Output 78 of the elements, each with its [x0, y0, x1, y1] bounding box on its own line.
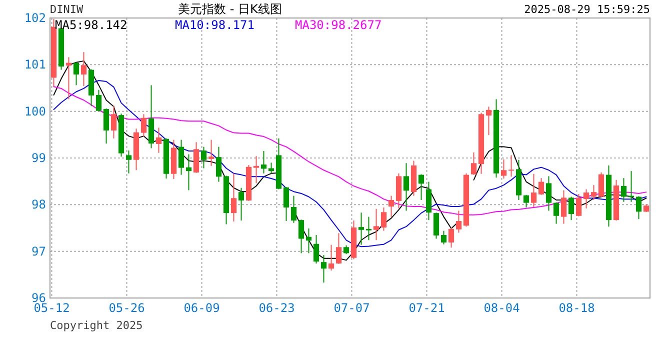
- x-tick-label: 06-09: [184, 301, 220, 315]
- candlestick: [178, 139, 184, 176]
- candlestick: [590, 184, 597, 200]
- candlestick: [358, 212, 364, 246]
- candlestick: [110, 105, 117, 139]
- candlestick: [508, 154, 514, 178]
- candlestick: [388, 195, 394, 218]
- candlestick: [380, 206, 387, 232]
- y-tick-label: 99: [32, 151, 46, 165]
- x-tick-label: 06-23: [258, 301, 295, 315]
- candlestick: [448, 227, 454, 248]
- candlestick: [200, 146, 207, 169]
- candlestick: [208, 139, 214, 166]
- candlestick: [320, 254, 327, 284]
- candlestick: [126, 150, 132, 174]
- candlestick: [96, 89, 102, 112]
- candlestick: [486, 106, 492, 136]
- candlestick: [260, 150, 267, 174]
- candlestick: [456, 210, 462, 234]
- candlestick: [403, 162, 410, 212]
- text: MA5:98.142: [55, 18, 128, 32]
- line-series: [53, 86, 647, 216]
- text: Copyright 2025: [50, 319, 143, 332]
- candlestick: [553, 202, 560, 224]
- text: 2025-08-29 15:59:25: [524, 3, 650, 16]
- candlestick: [373, 208, 380, 241]
- x-tick-label: 05-12: [34, 301, 70, 315]
- candlestick: [336, 232, 342, 264]
- candlestick: [576, 193, 582, 217]
- candlestick: [523, 194, 530, 208]
- y-axis-title: DINIW: [50, 3, 84, 16]
- candlestick: [253, 156, 260, 184]
- candlestick: [313, 234, 320, 264]
- candlestick: [306, 228, 312, 254]
- candlestick: [440, 230, 447, 245]
- candlestick: [283, 186, 290, 222]
- text: MA10:98.171: [175, 18, 254, 32]
- y-tick-label: 100: [24, 104, 46, 118]
- y-tick-label: 97: [32, 244, 46, 258]
- y-tick-label: 102: [24, 11, 46, 25]
- candlestick: [568, 196, 574, 221]
- candlestick: [156, 127, 162, 154]
- candlestick: [470, 152, 477, 176]
- candlestick: [80, 52, 87, 87]
- candlestick: [290, 195, 297, 224]
- x-tick-label: 08-18: [558, 301, 595, 315]
- candlestick: [230, 172, 237, 222]
- candlestick: [328, 244, 334, 271]
- candlestick: [620, 178, 627, 202]
- candlestick: [140, 114, 147, 138]
- candlestick: [186, 154, 192, 191]
- candlestick: [426, 181, 432, 221]
- candlestick: [73, 62, 80, 86]
- y-tick-label: 101: [24, 58, 46, 72]
- y-tick-label: 98: [32, 198, 46, 212]
- candlestick: [636, 196, 642, 220]
- x-tick-label: 08-04: [484, 301, 520, 315]
- candlestick: [193, 142, 200, 174]
- candlestick: [560, 190, 567, 224]
- candlestick: [583, 188, 590, 209]
- candlestick: [103, 108, 110, 144]
- candlestick: [433, 212, 440, 240]
- candlestick: [538, 178, 544, 196]
- candlestick: [216, 146, 222, 182]
- candlestick: [530, 173, 537, 208]
- candlestick: [366, 216, 372, 241]
- candlestick: [238, 187, 244, 222]
- candlestick: [418, 174, 424, 200]
- x-tick-label: 07-07: [334, 301, 370, 315]
- chart-title: 美元指数 - 日K线图: [178, 2, 282, 16]
- candlestick: [298, 219, 304, 254]
- x-tick-label: 07-21: [408, 301, 445, 315]
- candlestick: [546, 176, 552, 212]
- candlestick: [598, 172, 604, 198]
- x-tick-label: 05-26: [108, 301, 145, 315]
- line-series: [53, 80, 647, 248]
- text: MA30:98.2677: [295, 18, 382, 32]
- candlestick: [500, 158, 507, 180]
